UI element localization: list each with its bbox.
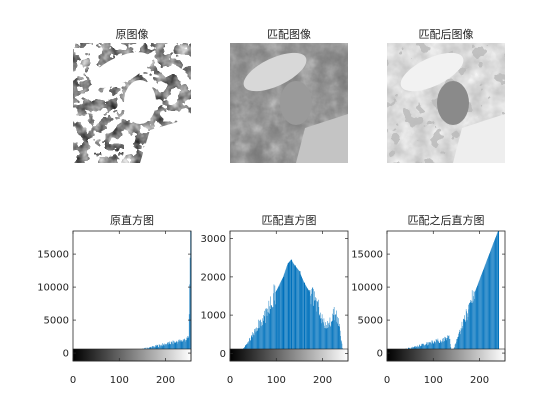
axes-frame [386, 230, 506, 362]
face-shape [437, 81, 469, 125]
gray-colorbar [387, 349, 505, 361]
gray-colorbar [230, 349, 348, 361]
histogram-matched: 匹配直方图 0 1000 2000 3000 0 100 200 [201, 213, 349, 386]
face-shape [124, 80, 156, 124]
hat-shape [243, 52, 307, 92]
hat-shape [90, 52, 150, 88]
y-tick-label: 1000 [201, 311, 226, 322]
histogram-original: 原直方图 0 5000 10000 15000 0 100 200 [37, 213, 192, 386]
histogram-bar [497, 231, 500, 354]
shoulder-shape [140, 118, 191, 163]
plot-area [73, 231, 191, 361]
image-title-result: 匹配后图像 [419, 28, 474, 41]
image-title-matched: 匹配图像 [267, 28, 311, 41]
x-tick-label: 200 [313, 375, 332, 386]
gray-colorbar [73, 349, 191, 361]
y-tick-label: 15000 [37, 250, 69, 261]
y-tick-label: 5000 [358, 316, 383, 327]
image-panel-matched: 匹配图像 [230, 28, 348, 163]
axes-frame [229, 230, 349, 362]
x-tick-label: 0 [384, 375, 390, 386]
face-shape [280, 81, 312, 125]
shoulder-shape [453, 114, 505, 163]
y-tick-label: 3000 [201, 234, 226, 245]
axes-frame [72, 230, 192, 362]
x-tick-label: 100 [424, 375, 443, 386]
image-panel-result: 匹配后图像 [387, 28, 505, 163]
x-tick-label: 0 [70, 375, 76, 386]
histogram-title-original: 原直方图 [110, 213, 154, 227]
y-tick-label: 10000 [37, 283, 69, 294]
hat-shape [400, 52, 464, 92]
x-tick-label: 200 [470, 375, 489, 386]
y-tick-label: 5000 [44, 316, 69, 327]
shoulder-shape [296, 114, 348, 163]
x-tick-label: 0 [227, 375, 233, 386]
y-tick-label: 2000 [201, 272, 226, 283]
histogram-title-result: 匹配之后直方图 [408, 213, 485, 227]
y-tick-label: 0 [377, 349, 383, 360]
x-tick-label: 100 [110, 375, 129, 386]
histogram-bars [239, 259, 344, 354]
x-tick-label: 200 [156, 375, 175, 386]
y-tick-label: 0 [220, 349, 226, 360]
image-title-original: 原图像 [116, 28, 149, 41]
y-tick-label: 15000 [351, 250, 383, 261]
y-tick-label: 10000 [351, 283, 383, 294]
histogram-title-matched: 匹配直方图 [262, 213, 317, 227]
image-panel-original: 原图像 [73, 28, 191, 163]
y-tick-label: 0 [63, 349, 69, 360]
x-tick-label: 100 [267, 375, 286, 386]
histogram-result: 匹配之后直方图 0 5000 10000 15000 0 100 200 [351, 213, 506, 386]
